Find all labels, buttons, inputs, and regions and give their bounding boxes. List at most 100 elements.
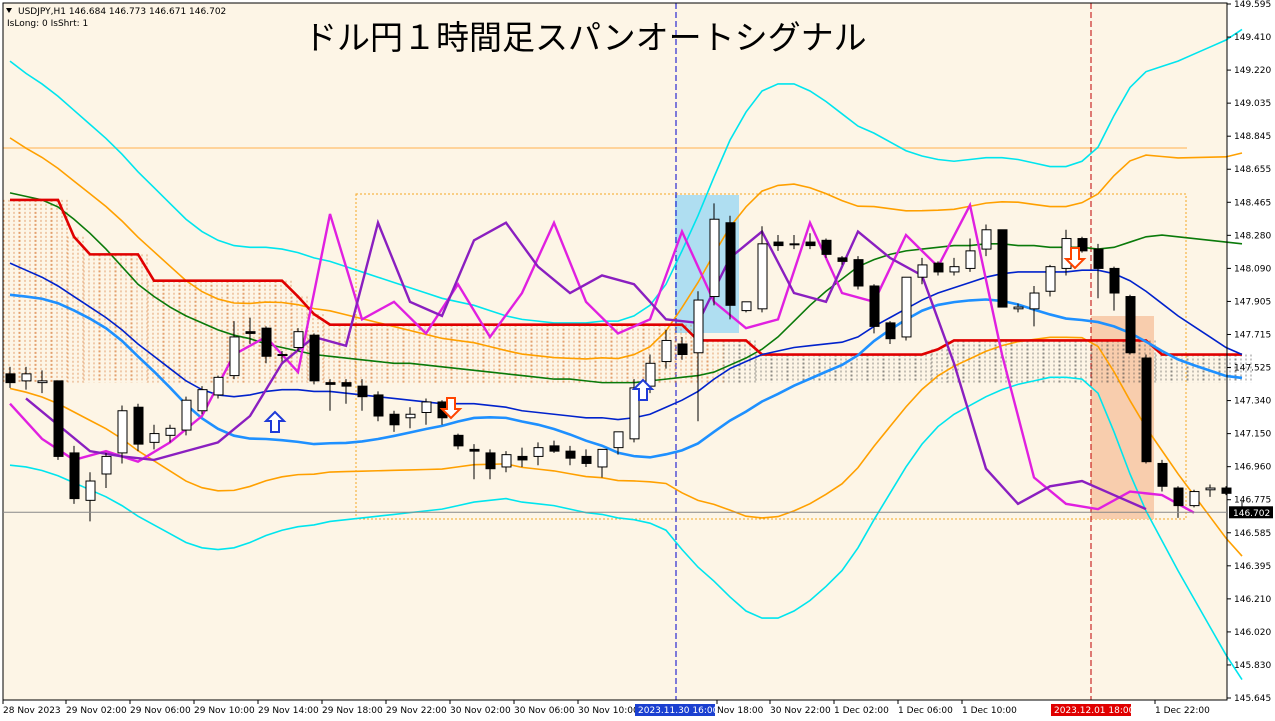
candle: [69, 445, 80, 504]
bullish-candle-body: [965, 250, 976, 269]
signal-params: IsLong: 0 IsShrt: 1: [7, 19, 88, 29]
price-tick-label: 149.220: [1234, 66, 1271, 76]
candle: [885, 321, 896, 344]
bearish-candle-body: [133, 406, 144, 445]
bearish-candle-body: [453, 434, 464, 447]
bullish-candle-body: [1045, 266, 1056, 292]
lightblue-line: [9, 293, 1243, 459]
candle: [373, 391, 384, 422]
candle: [309, 333, 320, 385]
candle: [261, 326, 272, 364]
bullish-candle-body: [21, 373, 32, 382]
time-tick-label: 30 Nov 02:00: [450, 706, 511, 716]
red-line: [10, 198, 1242, 356]
current-price-badge: 146.702: [1229, 506, 1273, 519]
bearish-candle-body: [373, 394, 384, 417]
bearish-candle-body: [565, 450, 576, 459]
bearish-candle-body: [357, 385, 368, 398]
bullish-candle-body: [37, 380, 48, 384]
candle: [1093, 243, 1104, 299]
bullish-candle-body: [197, 389, 208, 412]
range-box: [355, 193, 1187, 520]
bearish-candle-body: [869, 285, 880, 327]
bearish-candle-body: [389, 413, 400, 426]
candle: [709, 203, 720, 306]
buy-arrow-icon: [263, 410, 287, 433]
bullish-candle-body: [661, 339, 672, 363]
bullish-candle-body: [293, 331, 304, 348]
candle: [997, 229, 1008, 308]
candle: [565, 445, 576, 466]
symbol-info: USDJPY,H1 146.684 146.773 146.671 146.70…: [18, 7, 226, 17]
collapse-triangle-icon[interactable]: [6, 8, 12, 13]
candle: [1013, 303, 1024, 313]
time-highlight-bg: [635, 704, 715, 716]
candle: [1205, 484, 1216, 497]
price-tick-label: 147.150: [1234, 430, 1271, 440]
bearish-candle-body: [1093, 248, 1104, 269]
time-tick-label: 30 Nov 10:00: [578, 706, 639, 716]
bullish-candle-body: [741, 301, 752, 312]
candle: [421, 398, 432, 425]
candle: [101, 452, 112, 489]
bullish-candle-body: [117, 410, 128, 454]
bearish-candle-body: [725, 222, 736, 306]
price-tick-label: 148.655: [1234, 165, 1271, 175]
candle: [133, 403, 144, 452]
bullish-candle-body: [709, 218, 720, 298]
bearish-candle-body: [261, 327, 272, 357]
candle: [469, 444, 480, 480]
lower-band-1: [9, 336, 1243, 557]
bearish-candle-body: [245, 331, 256, 334]
time-tick-label: Nov 18:00: [717, 706, 764, 716]
candle: [1077, 236, 1088, 253]
candle: [821, 238, 832, 258]
price-tick-label: 147.340: [1234, 397, 1271, 407]
candle: [325, 379, 336, 411]
bullish-candle-body: [949, 266, 960, 273]
price-tick-label: 146.395: [1234, 562, 1271, 572]
price-tick-label: 146.020: [1234, 628, 1271, 638]
bearish-candle-body: [69, 452, 80, 500]
markers-layer: [263, 247, 1087, 433]
bearish-candle-body: [469, 448, 480, 452]
bullish-candle-body: [645, 362, 656, 387]
bearish-candle-body: [325, 382, 336, 385]
candle: [213, 375, 224, 399]
candle: [549, 440, 560, 453]
price-tick-label: 148.090: [1234, 264, 1271, 274]
bearish-candle-body: [997, 229, 1008, 308]
candle: [405, 407, 416, 429]
bullish-candle-body: [629, 387, 640, 440]
purple-oscillator-line: [25, 218, 1147, 511]
bullish-candle-body: [213, 376, 224, 396]
candle: [757, 226, 768, 313]
price-tick-label: 146.960: [1234, 463, 1271, 473]
candle: [85, 472, 96, 522]
price-tick-label: 147.905: [1234, 297, 1271, 307]
bullish-candle-body: [1189, 491, 1200, 507]
price-tick-label: 145.830: [1234, 661, 1271, 671]
candle: [661, 329, 672, 369]
upper-band-1: [9, 137, 1243, 360]
bullish-candle-body: [613, 431, 624, 449]
bullish-candle-body: [693, 299, 704, 354]
time-tick-label: 29 Nov 02:00: [66, 706, 127, 716]
time-tick-label: 1 Dec 06:00: [898, 706, 953, 716]
time-highlight-buy: 2023.11.30 16:00: [635, 704, 719, 716]
time-highlight-bg: [1051, 704, 1131, 716]
candle: [1189, 489, 1200, 508]
bearish-candle-body: [805, 241, 816, 247]
bullish-candle-body: [501, 454, 512, 468]
candle: [789, 235, 800, 250]
price-tick-label: 149.035: [1234, 99, 1271, 109]
time-tick-label: 29 Nov 06:00: [130, 706, 191, 716]
bullish-candle-body: [149, 433, 160, 443]
sell-arrow-icon: [439, 397, 463, 420]
candle: [677, 336, 688, 360]
bearish-candle-body: [5, 373, 16, 384]
bearish-candle-body: [677, 343, 688, 356]
upper-band-2: [9, 28, 1243, 324]
